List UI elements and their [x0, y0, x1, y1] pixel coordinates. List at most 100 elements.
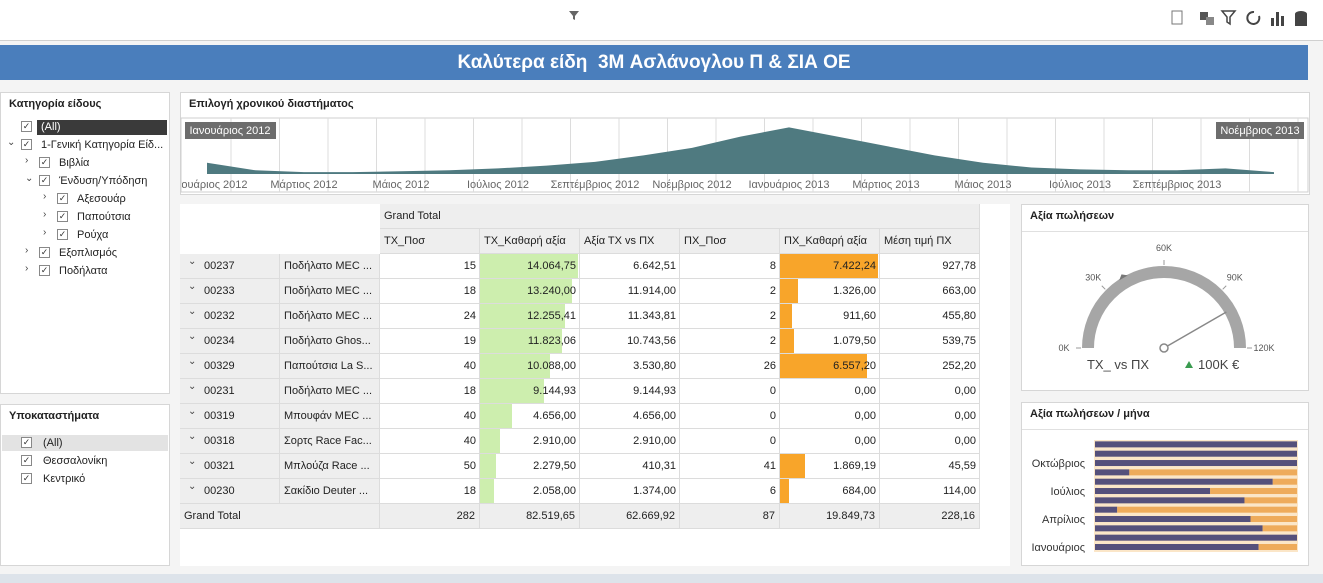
- data-cell-bg: [880, 329, 980, 354]
- checkbox[interactable]: ✓: [57, 211, 68, 222]
- row-expander[interactable]: ⌄: [188, 256, 197, 267]
- panel-title: Υποκαταστήματα: [9, 410, 100, 422]
- checkbox[interactable]: ✓: [21, 455, 32, 466]
- total-cell: 87: [680, 504, 780, 529]
- data-cell: 1.079,50: [833, 335, 876, 347]
- checkbox[interactable]: ✓: [21, 139, 32, 150]
- group-header: Grand Total: [380, 204, 980, 229]
- row-code-cell: 00231: [180, 379, 280, 404]
- data-cell: 1.869,19: [833, 460, 876, 472]
- checkbox[interactable]: ✓: [57, 229, 68, 240]
- checkbox[interactable]: ✓: [57, 193, 68, 204]
- expander[interactable]: ›: [43, 191, 47, 202]
- row-name-cell: Ποδήλατο Ghos...: [280, 329, 380, 354]
- data-bar: [480, 254, 578, 278]
- expander[interactable]: ⌄: [25, 173, 34, 184]
- expander[interactable]: ›: [25, 245, 29, 256]
- data-cell: 663,00: [942, 285, 976, 297]
- row-expander[interactable]: ⌄: [188, 306, 197, 317]
- data-cell: 13.240,00: [527, 285, 576, 297]
- data-cell-bg: [680, 329, 780, 354]
- gauge-panel: Αξία πωλήσεων: [1021, 204, 1309, 391]
- data-cell: 11.914,00: [627, 285, 676, 297]
- range-start-box: [185, 122, 276, 139]
- row-name-cell: Σορτς Race Fac...: [280, 429, 380, 454]
- data-cell-bg: [880, 429, 980, 454]
- filter-icon-2[interactable]: [1220, 10, 1237, 26]
- data-cell-bg: [680, 404, 780, 429]
- row-expander[interactable]: ⌄: [188, 481, 197, 492]
- data-cell-bg: [680, 279, 780, 304]
- row-expander[interactable]: ⌄: [188, 356, 197, 367]
- data-cell-bg: [380, 479, 480, 504]
- row-expander[interactable]: ⌄: [188, 456, 197, 467]
- data-cell-bg: [380, 329, 480, 354]
- tree-item: 1-Γενική Κατηγορία Είδ...: [41, 139, 164, 151]
- data-cell: 2.279,50: [533, 460, 576, 472]
- x-tick-label: Σεπτέμβριος 2012: [551, 179, 640, 191]
- data-bar: [480, 279, 573, 303]
- data-cell: 6: [769, 485, 776, 497]
- row-code-cell: 00237: [180, 254, 280, 279]
- expander[interactable]: ›: [43, 209, 47, 220]
- expander[interactable]: ›: [25, 263, 29, 274]
- data-cell: 10.088,00: [527, 360, 576, 372]
- data-cell-bg: [780, 329, 880, 354]
- row-name-cell: Ποδήλατο MEC ...: [280, 379, 380, 404]
- row-expander[interactable]: ⌄: [188, 431, 197, 442]
- data-cell-bg: [680, 479, 780, 504]
- data-bar: [780, 354, 867, 378]
- data-cell-bg: [680, 304, 780, 329]
- data-cell: 40: [463, 360, 476, 372]
- checkbox[interactable]: ✓: [39, 265, 50, 276]
- data-bar: [480, 429, 501, 453]
- row-name-cell: Μπουφάν MEC ...: [280, 404, 380, 429]
- row-code-cell: 00233: [180, 279, 280, 304]
- total-label: Grand Total: [180, 504, 380, 529]
- tree-item: Εξοπλισμός: [59, 247, 118, 259]
- chart-icon[interactable]: [1271, 18, 1274, 26]
- expander[interactable]: ›: [25, 155, 29, 166]
- refresh-icon[interactable]: [1246, 10, 1261, 25]
- expander[interactable]: ⌄: [7, 137, 16, 148]
- data-cell-bg: [880, 254, 980, 279]
- data-cell-bg: [380, 279, 480, 304]
- checkbox[interactable]: ✓: [21, 437, 32, 448]
- data-cell: 26: [763, 360, 776, 372]
- data-cell-bg: [780, 479, 880, 504]
- data-cell-bg: [780, 379, 880, 404]
- checkbox[interactable]: ✓: [21, 121, 32, 132]
- data-cell: 9.144,93: [633, 385, 676, 397]
- row-code-cell: 00329: [180, 354, 280, 379]
- panel-title: Αξία πωλήσεων: [1030, 210, 1115, 222]
- expander[interactable]: ›: [43, 227, 47, 238]
- total-cell: 82.519,65: [480, 504, 580, 529]
- checkbox[interactable]: ✓: [39, 175, 50, 186]
- data-cell-bg: [680, 429, 780, 454]
- column-header: Αξία ΤΧ vs ΠΧ: [580, 229, 680, 254]
- data-cell: 410,31: [642, 460, 676, 472]
- row-name-cell: Ποδήλατο MEC ...: [280, 279, 380, 304]
- checkbox[interactable]: ✓: [21, 473, 32, 484]
- row-expander[interactable]: ⌄: [188, 281, 197, 292]
- row-expander[interactable]: ⌄: [188, 406, 197, 417]
- row-expander[interactable]: ⌄: [188, 381, 197, 392]
- data-cell: 40: [463, 410, 476, 422]
- data-cell: 2: [769, 285, 776, 297]
- data-bar: [780, 254, 878, 278]
- checkbox[interactable]: ✓: [39, 157, 50, 168]
- data-bar: [480, 304, 566, 328]
- row-code-cell: 00232: [180, 304, 280, 329]
- checkbox[interactable]: ✓: [39, 247, 50, 258]
- data-bar: [480, 329, 563, 353]
- data-cell-bg: [580, 454, 680, 479]
- x-tick-label: Νοέμβριος 2012: [652, 179, 731, 191]
- filter-icon[interactable]: [569, 11, 579, 20]
- export-icon[interactable]: [1171, 10, 1183, 25]
- row-name-cell: Μπλούζα Race ...: [280, 454, 380, 479]
- row-expander[interactable]: ⌄: [188, 331, 197, 342]
- tree-item: Αξεσουάρ: [77, 193, 126, 205]
- data-cell: 18: [463, 385, 476, 397]
- dock-icon[interactable]: [1200, 12, 1208, 20]
